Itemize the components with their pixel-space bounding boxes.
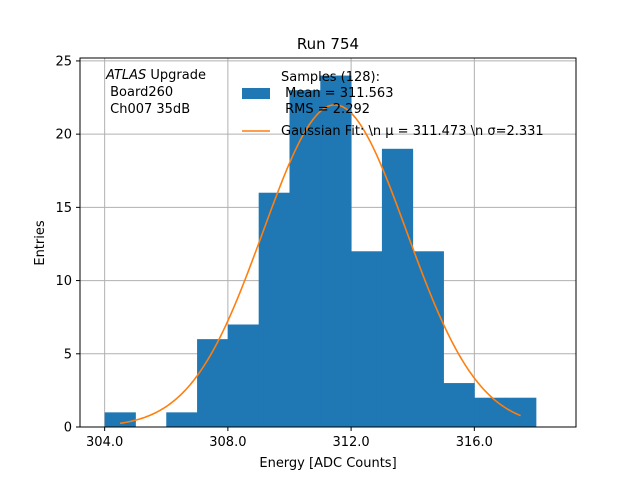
gaussian-fit-curve bbox=[119, 104, 521, 425]
atlas-annotation: ATLAS Upgrade Board260 Ch007 35dB bbox=[105, 68, 206, 117]
histogram-bar-2 bbox=[166, 412, 198, 427]
histogram-bar-7 bbox=[320, 75, 352, 428]
chart-title: Run 754 bbox=[297, 35, 359, 53]
histogram-bar-0 bbox=[104, 412, 136, 427]
legend-histogram-line-1: Samples (128): bbox=[281, 70, 380, 85]
histogram-bars bbox=[104, 75, 537, 428]
legend-histogram-line-3: RMS = 2.292 bbox=[281, 102, 370, 117]
histogram-bar-9 bbox=[381, 148, 414, 428]
atlas-label: ATLAS bbox=[105, 68, 146, 83]
y-tick-label-5: 25 bbox=[55, 54, 72, 69]
histogram-bar-6 bbox=[289, 90, 321, 427]
annotation-line-3: Ch007 35dB bbox=[106, 102, 190, 117]
y-tick-label-2: 10 bbox=[55, 274, 72, 289]
x-tick-label-3: 316.0 bbox=[456, 435, 493, 450]
histogram-bar-4 bbox=[227, 324, 260, 427]
y-tick-label-0: 0 bbox=[64, 421, 72, 436]
y-tick-label-3: 15 bbox=[55, 201, 72, 216]
x-tick-label-2: 312.0 bbox=[332, 435, 369, 450]
annotation-line-2: Board260 bbox=[106, 85, 173, 100]
histogram-bar-3 bbox=[197, 339, 229, 427]
y-axis-label: Entries bbox=[33, 220, 48, 266]
annotation-line-1: ATLAS Upgrade bbox=[105, 68, 206, 83]
histogram-bar-10 bbox=[412, 251, 444, 427]
histogram-bar-8 bbox=[351, 251, 383, 427]
histogram-bar-12 bbox=[474, 397, 506, 427]
x-tick-label-1: 308.0 bbox=[209, 435, 246, 450]
histogram-bar-11 bbox=[443, 383, 475, 427]
plot-frame bbox=[79, 57, 577, 428]
upgrade-label: Upgrade bbox=[146, 68, 206, 83]
y-tick-label-4: 20 bbox=[55, 128, 72, 143]
y-tick-label-1: 5 bbox=[64, 347, 72, 362]
histogram-bar-13 bbox=[505, 397, 537, 427]
legend-fit-label: Gaussian Fit: \n μ = 311.473 \n σ=2.331 bbox=[281, 124, 544, 139]
histogram-bar-5 bbox=[258, 192, 290, 427]
x-axis-label: Energy [ADC Counts] bbox=[259, 456, 396, 471]
x-tick-label-0: 304.0 bbox=[86, 435, 123, 450]
legend-histogram-line-2: Mean = 311.563 bbox=[281, 86, 393, 101]
axis-ticks: 304.0 308.0 312.0 316.0 0 5 10 15 20 25 bbox=[55, 54, 492, 450]
legend: Samples (128): Mean = 311.563 RMS = 2.29… bbox=[242, 70, 544, 139]
legend-histogram-swatch bbox=[242, 88, 270, 99]
